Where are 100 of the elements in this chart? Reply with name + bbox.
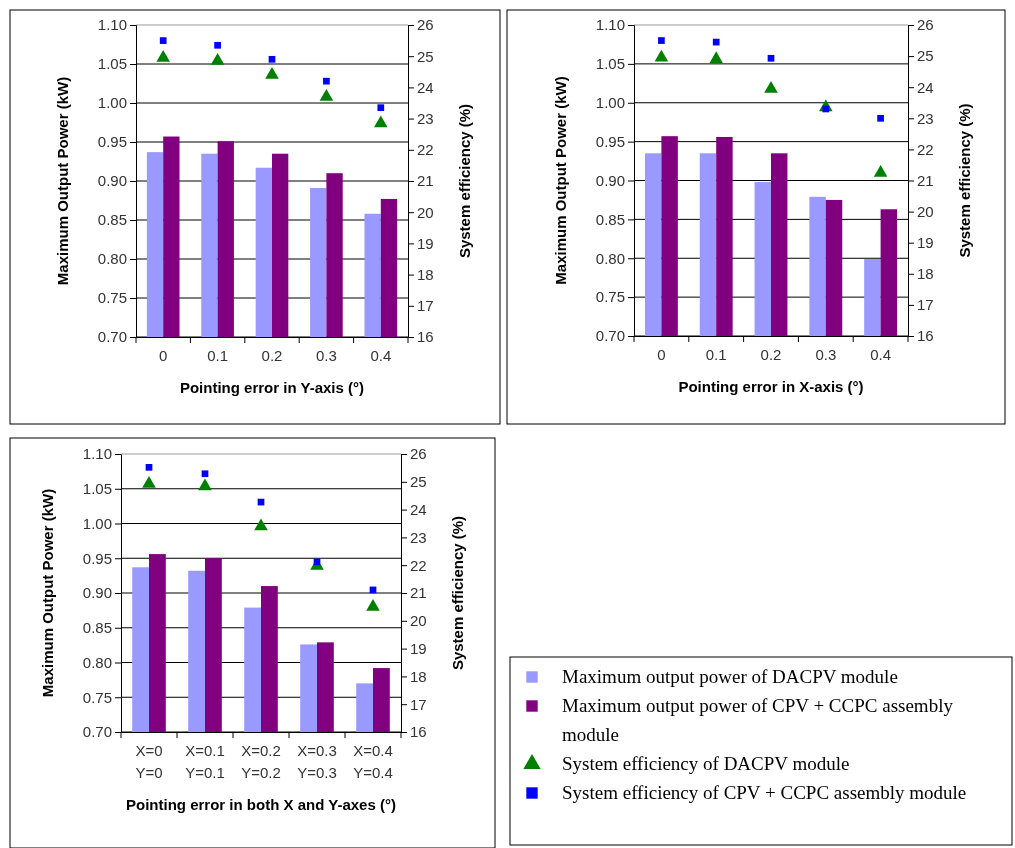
point <box>145 463 153 471</box>
y2-tick-label: 25 <box>917 47 934 65</box>
y2-tick-label: 25 <box>410 473 427 491</box>
y2-tick-label: 17 <box>410 695 427 713</box>
y-tick-label: 1.05 <box>97 55 127 73</box>
y-tick-label: 0.95 <box>595 132 625 150</box>
point <box>214 41 221 49</box>
y-tick-label: 0.80 <box>595 249 625 267</box>
y-tick-label: 0.85 <box>97 211 127 229</box>
point <box>377 104 385 112</box>
legend-label: Maximum output power of DACPV module <box>562 666 898 687</box>
y-tick-label: 0.85 <box>82 619 112 637</box>
y2-tick-label: 23 <box>410 528 427 546</box>
x-tick-label: X=0.3 Y=0.3 <box>297 742 337 781</box>
y2-tick-label: 22 <box>410 556 427 574</box>
y2-tick-label: 22 <box>417 141 434 159</box>
y-tick-label: 1.10 <box>97 16 127 34</box>
y-tick-label: 0.80 <box>82 653 112 671</box>
y2-tick-label: 19 <box>410 639 427 657</box>
y-tick-label: 1.10 <box>82 445 112 463</box>
y-tick-label: 0.95 <box>97 133 127 151</box>
x-tick-label: 0.2 <box>760 346 782 363</box>
y2-axis-title: System efficiency (%) <box>456 103 473 259</box>
y-tick-label: 1.00 <box>97 94 127 112</box>
point <box>268 55 276 63</box>
y2-tick-label: 26 <box>410 445 427 463</box>
legend-label: System efficiency of CPV + CCPC assembly module <box>562 782 967 803</box>
point <box>210 53 225 65</box>
y-axis-title: Maximum Output Power (kW) <box>39 488 56 698</box>
x-tick-label: 0.1 <box>207 347 229 364</box>
y2-tick-label: 21 <box>917 171 934 189</box>
point <box>658 37 665 44</box>
y-tick-label: 0.90 <box>97 172 127 190</box>
y-tick-label: 1.05 <box>82 480 112 498</box>
y2-tick-label: 18 <box>417 265 434 283</box>
x-tick-label: X=0.1 Y=0.1 <box>185 742 225 781</box>
y2-tick-label: 24 <box>917 78 934 96</box>
point <box>764 80 778 93</box>
legend-label: Maximum output power of CPV + CCPC assembly module <box>562 695 954 745</box>
y-tick-label: 0.70 <box>82 723 112 741</box>
x-tick-label: X=0.2 Y=0.2 <box>241 742 281 781</box>
point <box>873 164 888 177</box>
x-tick-label: 0.3 <box>315 347 337 364</box>
y-tick-label: 0.70 <box>595 327 625 345</box>
point <box>265 67 279 79</box>
y2-tick-label: 24 <box>410 500 427 518</box>
point <box>201 470 209 478</box>
x-axis-title: Pointing error in X-axis (°) <box>678 378 864 395</box>
point <box>156 49 170 62</box>
y-tick-label: 0.75 <box>595 288 625 306</box>
y2-tick-label: 20 <box>417 203 434 221</box>
y-tick-label: 1.10 <box>595 16 625 34</box>
point <box>319 88 334 101</box>
point <box>142 475 156 488</box>
y2-tick-label: 18 <box>410 667 427 685</box>
x-tick-label: 0.4 <box>870 346 892 363</box>
x-axis-title: Pointing error in Y-axis (°) <box>179 379 365 396</box>
x-tick-label: 0 <box>159 347 168 364</box>
y2-tick-label: 26 <box>417 16 434 34</box>
y2-tick-label: 18 <box>917 265 934 283</box>
y2-tick-label: 23 <box>917 109 934 127</box>
y2-tick-label: 23 <box>417 109 434 127</box>
y2-axis-title: System efficiency (%) <box>956 103 973 258</box>
y2-tick-label: 21 <box>417 172 434 190</box>
y-tick-label: 1.00 <box>82 514 112 532</box>
x-tick-label: 0.2 <box>261 347 283 364</box>
x-tick-label: 0.4 <box>370 347 392 364</box>
y2-tick-label: 21 <box>410 584 427 602</box>
y-axis-title: Maximum Output Power (kW) <box>552 76 569 285</box>
x-tick-label: 0.1 <box>705 346 727 363</box>
y-tick-label: 0.90 <box>82 584 112 602</box>
y2-tick-label: 22 <box>917 140 934 158</box>
y2-tick-label: 24 <box>417 78 434 96</box>
point <box>159 37 167 44</box>
y2-tick-label: 20 <box>917 202 934 220</box>
y-tick-label: 0.85 <box>595 210 625 228</box>
y2-tick-label: 19 <box>417 234 434 252</box>
y-tick-label: 1.00 <box>595 94 625 112</box>
point <box>254 518 268 531</box>
y2-tick-label: 26 <box>917 16 934 34</box>
y2-tick-label: 16 <box>417 328 434 346</box>
x-tick-label: 0 <box>657 346 666 363</box>
y2-tick-label: 20 <box>410 612 427 630</box>
x-axis-title: Pointing error in both X and Y-axes (°) <box>126 796 396 813</box>
point <box>654 49 669 62</box>
y-tick-label: 0.75 <box>97 289 127 307</box>
y-axis-title: Maximum Output Power (kW) <box>54 76 71 286</box>
y2-tick-label: 19 <box>917 234 934 251</box>
y-tick-label: 0.95 <box>82 549 112 567</box>
y-tick-label: 0.75 <box>82 688 112 706</box>
y2-tick-label: 17 <box>417 297 434 315</box>
y2-axis-title: System efficiency (%) <box>449 515 466 671</box>
y-tick-label: 1.05 <box>595 55 625 73</box>
point <box>767 54 775 62</box>
y-tick-label: 0.90 <box>595 171 625 189</box>
point <box>374 115 388 128</box>
y2-tick-label: 17 <box>917 296 934 314</box>
x-tick-label: 0.3 <box>815 346 837 363</box>
y2-tick-label: 25 <box>417 47 434 65</box>
legend-label: System efficiency of DACPV module <box>562 753 850 774</box>
